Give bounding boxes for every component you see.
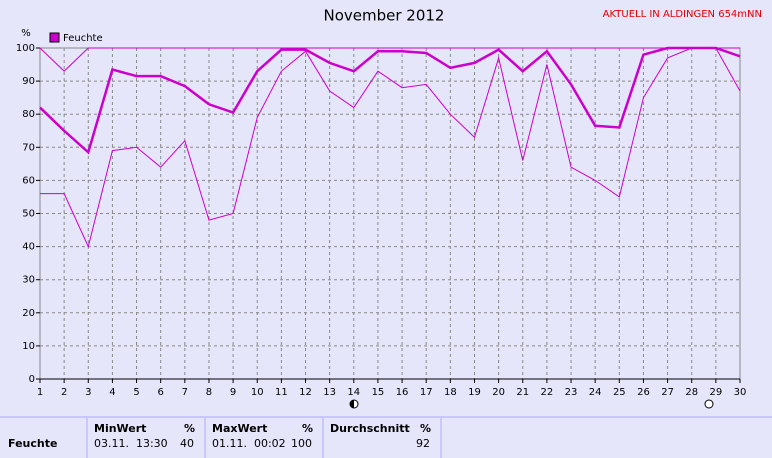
x-tick-label: 25 [613,387,626,398]
x-tick-label: 12 [299,387,312,398]
x-tick-label: 1 [37,387,43,398]
y-tick-label: 60 [22,175,35,186]
x-tick-label: 28 [685,387,698,398]
moon-icon [704,399,714,409]
x-tick-label: 3 [85,387,91,398]
x-tick-label: 16 [396,387,409,398]
table-cell [0,418,86,458]
row-label: Feuchte [8,437,58,450]
x-tick-label: 18 [444,387,457,398]
chart: November 2012 AKTUELL IN ALDINGEN 654mNN… [16,7,762,409]
x-tick-label: 23 [565,387,578,398]
x-tick-label: 5 [133,387,139,398]
y-tick-label: 50 [22,209,35,220]
x-tick-label: 13 [323,387,336,398]
chart-title: November 2012 [324,7,445,25]
column-header: MinWert [94,422,147,435]
y-tick-label: 80 [22,109,35,120]
cell-time: 01.11. 00:02 [212,437,286,450]
x-tick-label: 9 [230,387,236,398]
x-tick-label: 11 [275,387,288,398]
legend-label: Feuchte [63,33,103,44]
table-cell [442,418,772,458]
moon-icon [350,400,354,408]
legend-swatch [49,32,60,43]
x-tick-label: 10 [251,387,264,398]
x-tick-label: 27 [661,387,674,398]
x-tick-label: 7 [182,387,188,398]
x-tick-label: 19 [468,387,481,398]
x-tick-label: 20 [492,387,505,398]
y-tick-label: 30 [22,275,35,286]
x-tick-label: 29 [709,387,722,398]
y-axis-label: % [21,28,31,39]
x-tick-label: 4 [109,387,115,398]
x-tick-label: 15 [372,387,385,398]
data-line [40,47,741,249]
column-unit: % [302,422,314,435]
column-unit: % [184,422,196,435]
cell-time: 03.11. 13:30 [94,437,168,450]
x-tick-label: 26 [637,387,650,398]
x-tick-label: 6 [158,387,164,398]
cell-value: 92 [416,437,430,450]
y-tick-label: 90 [22,76,35,87]
y-tick-label: 70 [22,142,35,153]
y-tick-label: 20 [22,308,35,319]
x-tick-label: 17 [420,387,433,398]
x-tick-label: 30 [734,387,747,398]
y-tick-label: 100 [16,43,35,54]
column-header: MaxWert [212,422,268,435]
x-tick-label: 2 [61,387,67,398]
x-tick-label: 14 [347,387,360,398]
chart-subtitle: AKTUELL IN ALDINGEN 654mNN [603,9,762,20]
y-tick-label: 40 [22,242,35,253]
cell-value: 40 [180,437,194,450]
y-tick-label: 10 [22,341,35,352]
x-tick-label: 8 [206,387,212,398]
column-unit: % [420,422,432,435]
cell-value: 100 [291,437,312,450]
x-tick-label: 24 [589,387,602,398]
column-header: Durchschnitt [330,422,410,435]
x-tick-label: 22 [541,387,554,398]
data-line [39,47,740,72]
y-tick-label: 0 [29,374,35,385]
x-tick-label: 21 [516,387,529,398]
data-line [39,46,741,155]
